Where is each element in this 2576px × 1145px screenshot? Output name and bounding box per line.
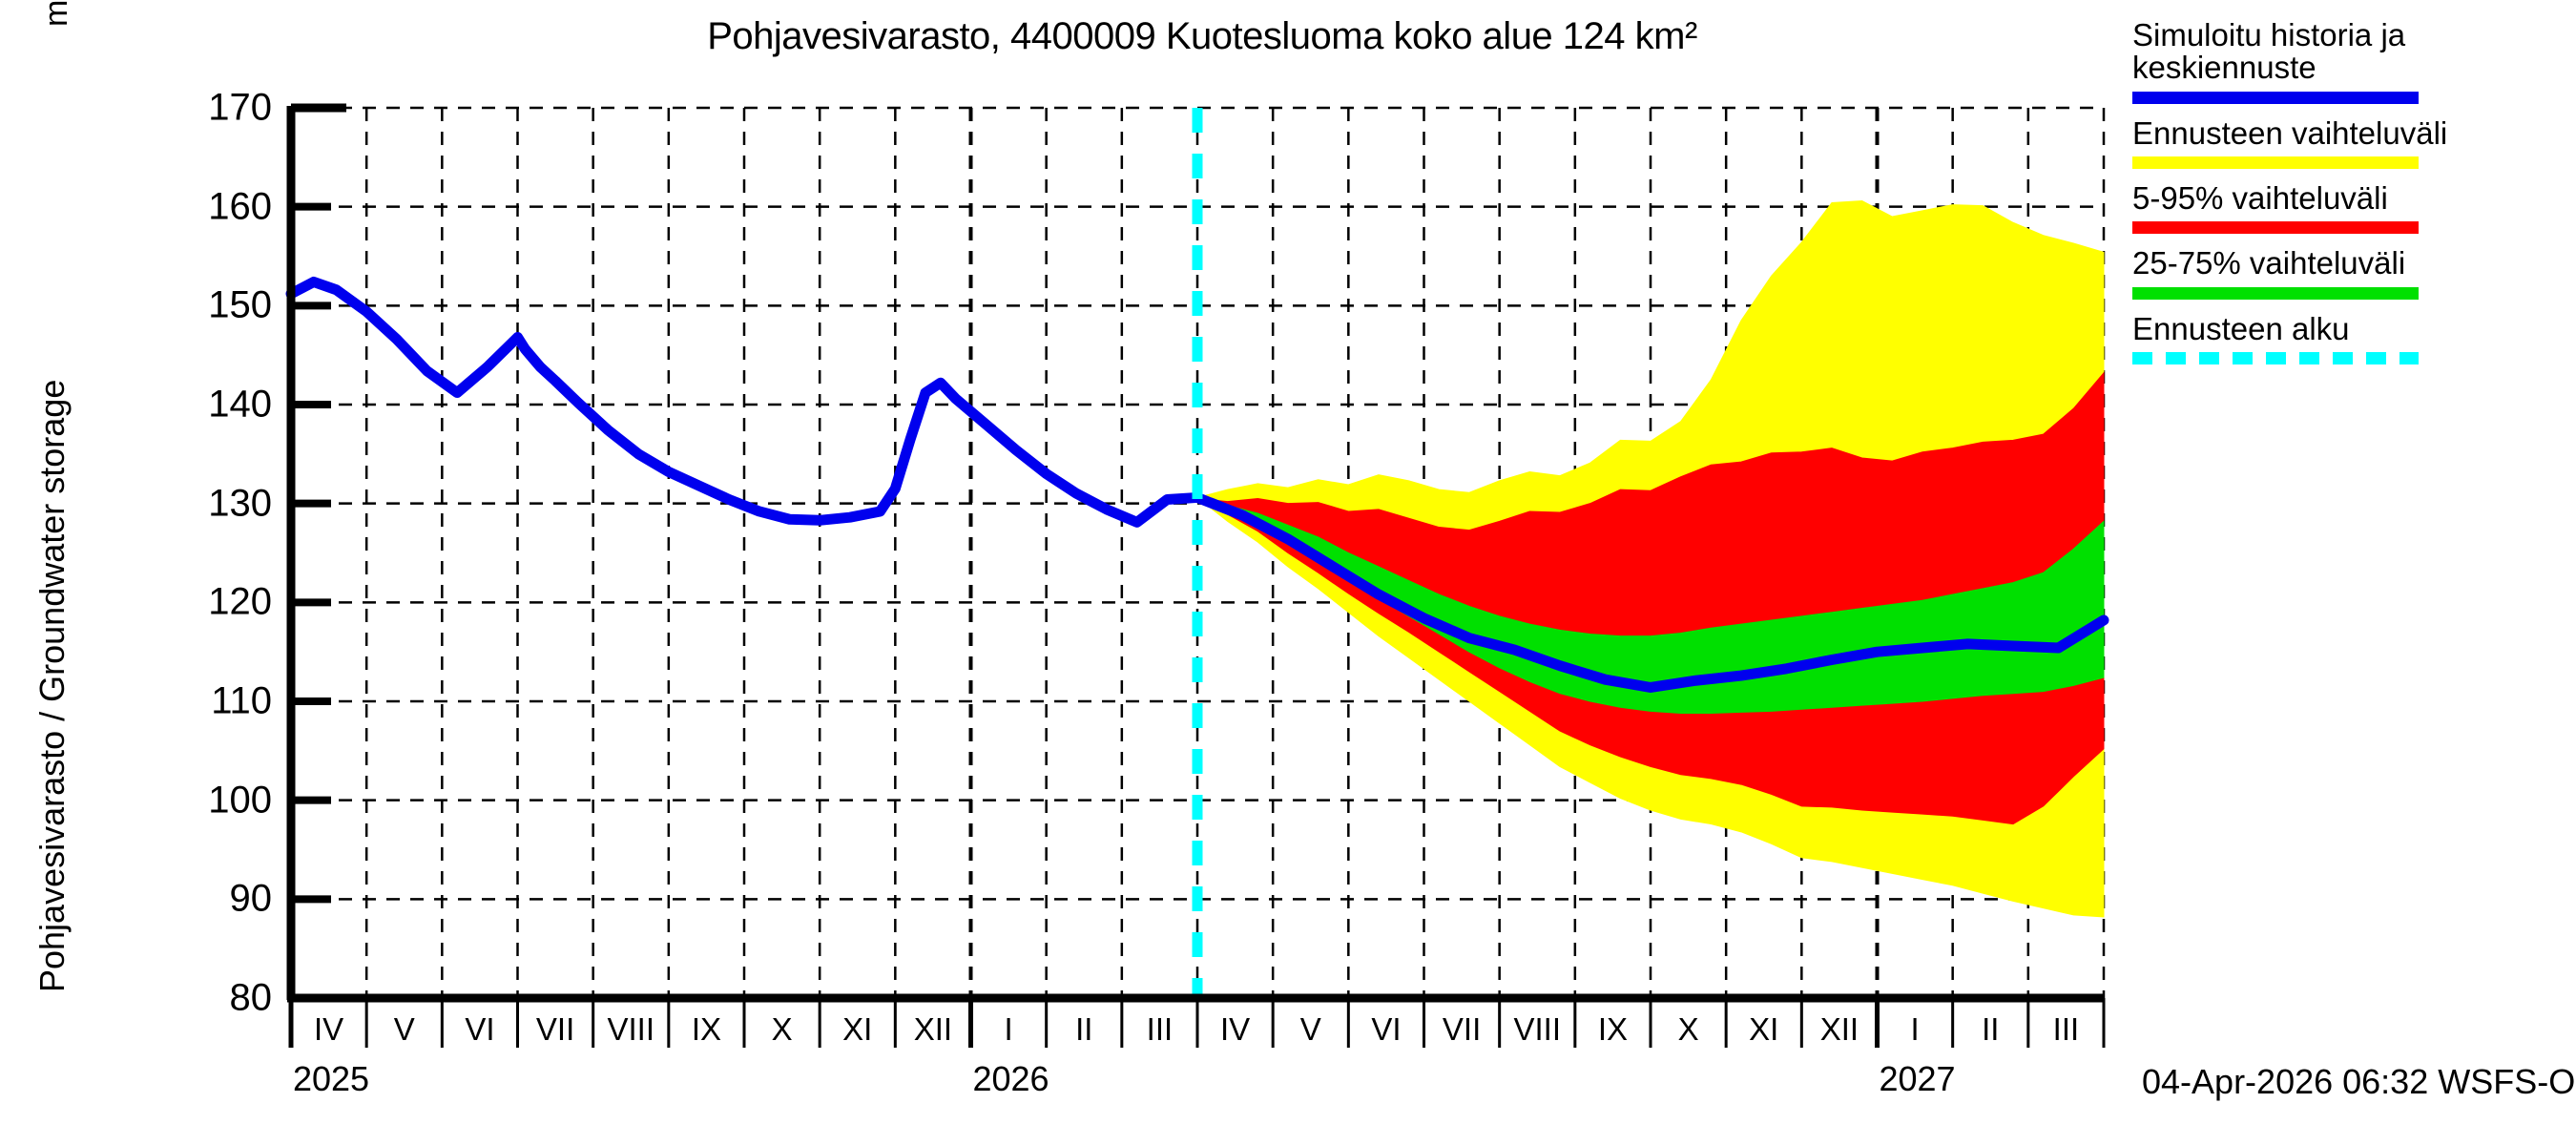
x-tick-label-month: X [771,1011,793,1047]
x-tick-label-month: I [1910,1011,1920,1047]
x-tick-label-month: VIII [607,1011,655,1047]
y-tick-label: 120 [208,580,272,623]
legend-swatch-solid [2132,286,2419,300]
x-tick-label-month: VIII [1513,1011,1562,1047]
legend-swatch-solid [2132,221,2419,235]
x-tick-label-month: XI [842,1011,873,1047]
x-tick-label-month: VII [535,1011,575,1047]
x-tick-label-month: VI [1371,1011,1402,1047]
x-tick-label-month: III [2052,1011,2080,1047]
x-tick-label-year: 2027 [1879,1059,1956,1098]
legend-label: Simuloitu historia ja keskiennuste [2132,17,2406,86]
footer-timestamp: 04-Apr-2026 06:32 WSFS-O [2142,1062,2576,1101]
x-tick-label-year: 2026 [972,1059,1049,1098]
legend-swatch-solid [2132,91,2419,104]
x-tick-label-month: XI [1749,1011,1779,1047]
legend-swatch-solid [2132,156,2419,169]
legend-item: Ennusteen vaihteluväli [2132,114,2562,169]
x-tick-label-month: II [1982,1011,2000,1047]
x-tick-label-month: IX [691,1011,721,1047]
x-tick-label-month: XII [913,1011,953,1047]
legend-label: Ennusteen vaihteluväli [2132,114,2448,151]
y-tick-label: 80 [229,976,273,1019]
x-tick-label-month: III [1146,1011,1174,1047]
y-tick-label: 100 [208,779,272,822]
x-tick-label-month: X [1677,1011,1699,1047]
x-tick-label-month: IV [1219,1011,1251,1047]
legend-item: Ennusteen alku [2132,310,2562,364]
history-and-median-line [285,276,2109,693]
x-tick-label-month: VII [1442,1011,1482,1047]
y-tick-label: 110 [211,679,272,722]
y-tick-label: 90 [229,877,273,920]
legend-item: Simuloitu historia ja keskiennuste [2132,17,2562,104]
x-tick-label-year: 2025 [292,1059,370,1098]
legend-label: Ennusteen alku [2132,310,2350,346]
x-tick-label-month: V [1299,1011,1321,1047]
legend: Simuloitu historia ja keskiennuste Ennust… [2132,17,2562,378]
x-tick-label-month: VI [465,1011,495,1047]
legend-swatch-dashed [2132,351,2419,364]
x-tick-label-month: IX [1597,1011,1628,1047]
y-axis-tick-labels: 80 90 100 110 120 130 140 150 160 170 [100,0,272,1145]
legend-label: 5-95% vaihteluväli [2132,179,2388,216]
x-tick-label-month: V [393,1011,415,1047]
legend-label: 25-75% vaihteluväli [2132,245,2406,281]
y-tick-label: 170 [208,86,272,129]
y-tick-label: 140 [208,383,272,426]
y-tick-label: 130 [208,482,272,525]
legend-item: 5-95% vaihteluväli [2132,179,2562,235]
x-tick-label-month: XII [1819,1011,1859,1047]
legend-item: 25-75% vaihteluväli [2132,245,2562,300]
x-tick-label-month: I [1004,1011,1013,1047]
forecast-band [1196,496,2105,714]
x-tick-label-month: IV [313,1011,344,1047]
y-tick-label: 150 [208,283,272,326]
x-tick-label-month: II [1075,1011,1093,1047]
y-tick-label: 160 [208,185,272,228]
page-title: Pohjavesivarasto, 4400009 Kuotesluoma ko… [707,15,1697,57]
